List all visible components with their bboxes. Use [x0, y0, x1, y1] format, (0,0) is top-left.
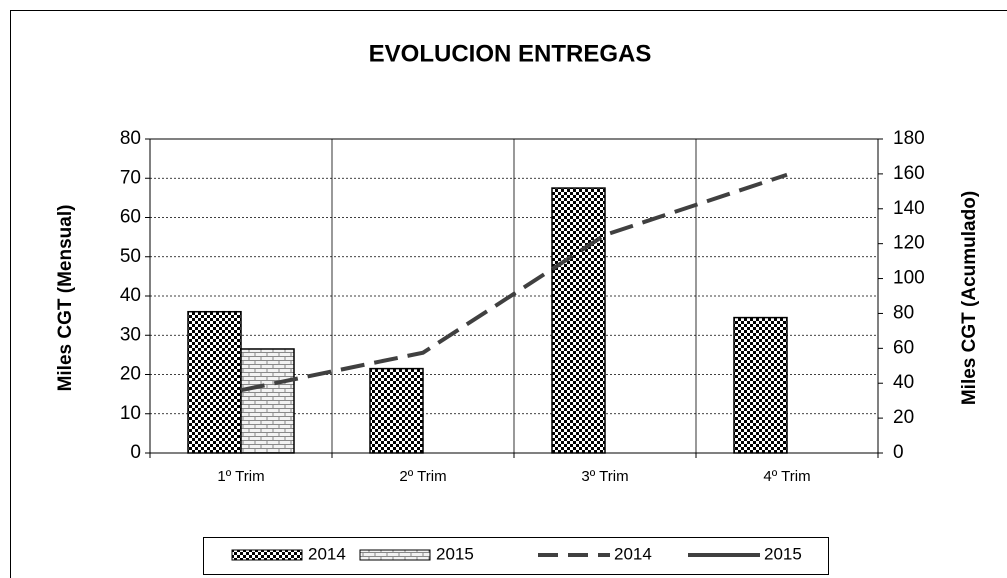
y-tick-label: 70: [120, 167, 141, 188]
y2-tick-label: 120: [893, 233, 925, 254]
chart-title: EVOLUCION ENTREGAS: [369, 40, 652, 67]
y-tick-label: 30: [120, 324, 141, 345]
bar: [369, 367, 424, 454]
bar: [240, 348, 295, 454]
bar: [551, 187, 606, 454]
y-tick-label: 0: [130, 442, 141, 463]
y2-tick-label: 0: [893, 442, 904, 463]
y2-tick-label: 20: [893, 407, 914, 428]
y-tick-label: 50: [120, 246, 141, 267]
legend-swatch: [231, 549, 303, 561]
x-tick-label: 3º Trim: [581, 468, 628, 485]
y2-tick-label: 100: [893, 268, 925, 289]
y2-tick-label: 140: [893, 198, 925, 219]
y2-axis-label: Miles CGT (Acumulado): [959, 191, 980, 405]
legend-label: 2015: [436, 544, 474, 563]
y-axis-label: Miles CGT (Mensual): [55, 205, 76, 392]
y2-tick-label: 40: [893, 372, 914, 393]
legend-swatch: [359, 549, 431, 561]
y-tick-label: 40: [120, 285, 141, 306]
frame: [10, 10, 1007, 578]
y2-tick-label: 180: [893, 128, 925, 149]
legend-label: 2015: [764, 544, 802, 563]
y-tick-label: 20: [120, 364, 141, 385]
y-tick-label: 60: [120, 207, 141, 228]
x-tick-label: 1º Trim: [217, 468, 264, 485]
legend-label: 2014: [308, 544, 346, 563]
bar: [187, 310, 242, 454]
y2-tick-label: 80: [893, 302, 914, 323]
y2-tick-label: 60: [893, 337, 914, 358]
x-tick-label: 2º Trim: [399, 468, 446, 485]
x-tick-label: 4º Trim: [763, 468, 810, 485]
y-tick-label: 80: [120, 128, 141, 149]
y-tick-label: 10: [120, 403, 141, 424]
line: [240, 172, 788, 393]
y2-tick-label: 160: [893, 163, 925, 184]
bar: [733, 316, 788, 454]
legend-label: 2014: [614, 544, 652, 563]
